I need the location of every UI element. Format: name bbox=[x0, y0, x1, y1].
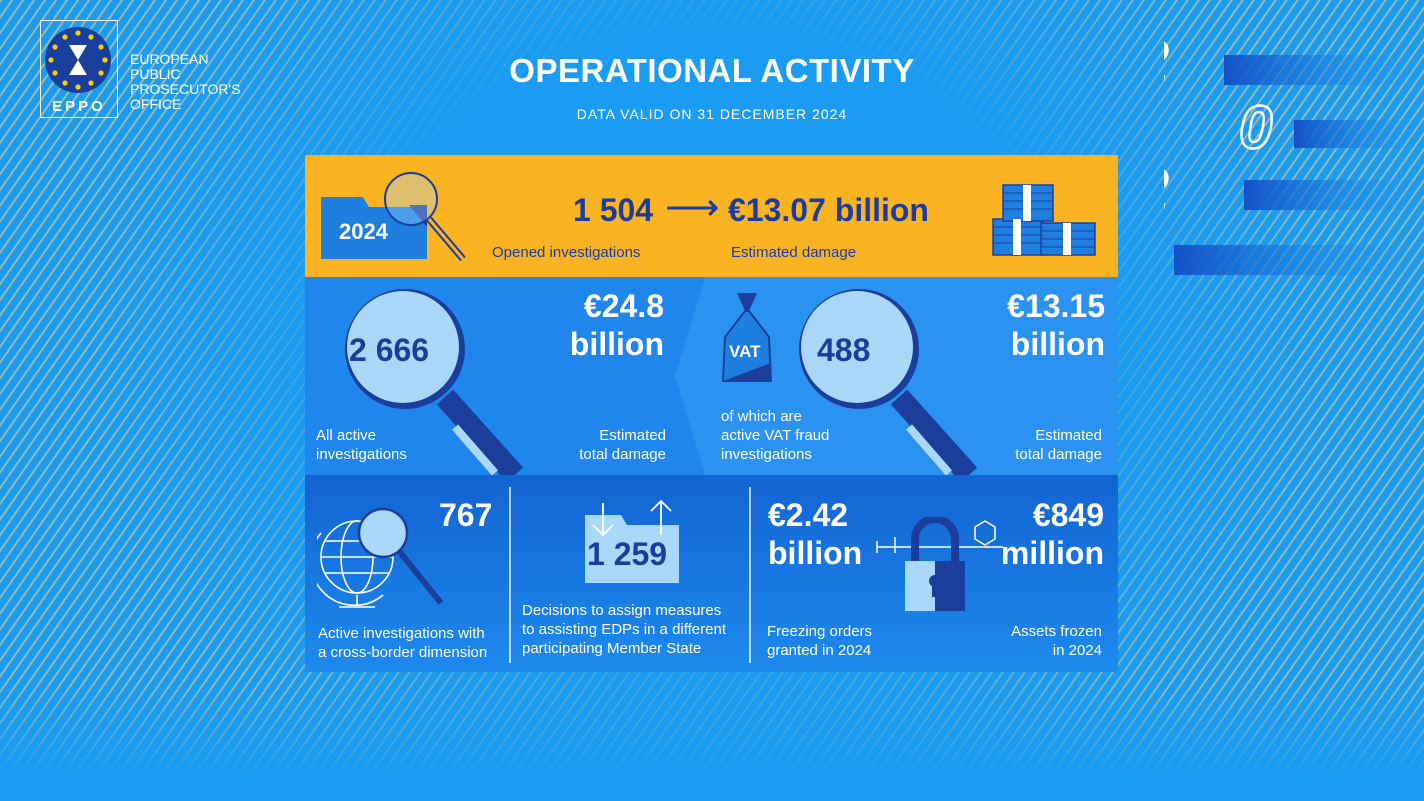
label-line: a cross-border dimension bbox=[318, 644, 488, 661]
decisions-label: Decisions to assign measures to assistin… bbox=[522, 601, 726, 658]
label-line: active VAT fraud bbox=[721, 427, 830, 444]
active-investigations-label: All active investigations bbox=[316, 426, 407, 464]
label-line: total damage bbox=[1015, 446, 1102, 463]
opened-investigations-label: Opened investigations bbox=[492, 244, 641, 261]
logo-emblem: EPPO bbox=[40, 20, 118, 118]
label-line: Estimated bbox=[599, 427, 666, 444]
value-line: billion bbox=[569, 326, 664, 362]
label-line: Active investigations with bbox=[318, 625, 485, 642]
vat-damage-value: €13.15 billion bbox=[1007, 287, 1105, 363]
logo-line: PUBLIC bbox=[130, 66, 181, 82]
value-line: million bbox=[1000, 535, 1104, 571]
arrow-right-icon: ⟶ bbox=[665, 187, 720, 229]
padlock-icon bbox=[876, 517, 1003, 611]
value-line: €2.42 bbox=[768, 497, 849, 533]
label-line: All active bbox=[316, 427, 377, 444]
freezing-orders-label: Freezing orders granted in 2024 bbox=[767, 622, 872, 660]
year-decoration: 2 0 2 4 bbox=[1164, 28, 1424, 275]
active-investigations-value: 2 666 bbox=[349, 332, 430, 368]
value-line: €24.8 bbox=[583, 288, 664, 324]
logo-text: EUROPEAN PUBLIC PROSECUTOR'S OFFICE bbox=[130, 52, 241, 112]
assets-frozen-label: Assets frozen in 2024 bbox=[1011, 622, 1102, 660]
total-damage-value: €24.8 billion bbox=[570, 287, 664, 363]
divider bbox=[749, 487, 751, 663]
eppo-logo: EPPO EUROPEAN PUBLIC PROSECUTOR'S OFFICE bbox=[40, 20, 260, 120]
money-stack-icon bbox=[992, 184, 1096, 256]
page-title: OPERATIONAL ACTIVITY bbox=[509, 52, 915, 89]
year-digit: 2 bbox=[1164, 156, 1169, 223]
vat-fraud-value: 488 bbox=[817, 332, 871, 368]
label-line: to assisting EDPs in a different bbox=[522, 621, 726, 638]
vat-bag-label: VAT bbox=[729, 342, 761, 361]
logo-line: PROSECUTOR'S bbox=[130, 81, 241, 97]
logo-abbr: EPPO bbox=[52, 98, 106, 115]
decisions-value: 1 259 bbox=[587, 536, 668, 572]
folder-magnifier-icon bbox=[321, 172, 466, 262]
value-line: €13.15 bbox=[1007, 288, 1105, 324]
page-subtitle: DATA VALID ON 31 DECEMBER 2024 bbox=[576, 106, 848, 122]
estimated-damage-value: €13.07 billion bbox=[728, 192, 929, 228]
total-damage-label: Estimated total damage bbox=[579, 426, 666, 464]
stats-panel: 2024 1 504 ⟶ €13.07 billion Opened inves… bbox=[305, 155, 1118, 672]
year-digit: 0 bbox=[1239, 94, 1272, 161]
label-line: Assets frozen bbox=[1011, 623, 1102, 640]
label-line: investigations bbox=[316, 446, 407, 463]
opened-investigations-value: 1 504 bbox=[573, 192, 654, 228]
label-line: Estimated bbox=[1035, 427, 1102, 444]
value-line: billion bbox=[1010, 326, 1105, 362]
cross-border-value: 767 bbox=[439, 497, 493, 533]
eu-stars-icon bbox=[45, 27, 111, 93]
folder-year-label: 2024 bbox=[339, 219, 388, 244]
year-digit: 2 bbox=[1164, 28, 1169, 95]
label-line: participating Member State bbox=[522, 640, 702, 657]
folder-transfer-icon bbox=[585, 499, 679, 583]
vat-fraud-label: of which are active VAT fraud investigat… bbox=[721, 407, 829, 464]
estimated-damage-label: Estimated damage bbox=[731, 244, 857, 261]
label-line: investigations bbox=[721, 446, 812, 463]
freezing-orders-value: €2.42 billion bbox=[768, 496, 862, 572]
row-opened-investigations: 2024 1 504 ⟶ €13.07 billion Opened inves… bbox=[305, 155, 1118, 277]
label-line: in 2024 bbox=[1052, 642, 1102, 659]
magnifier-icon bbox=[345, 289, 524, 477]
value-line: billion bbox=[768, 535, 863, 571]
vat-damage-label: Estimated total damage bbox=[1015, 426, 1102, 464]
logo-line: EUROPEAN bbox=[130, 51, 209, 67]
label-line: total damage bbox=[579, 446, 666, 463]
label-line: Freezing orders bbox=[767, 623, 873, 640]
value-line: €849 bbox=[1032, 497, 1104, 533]
label-line: granted in 2024 bbox=[767, 642, 872, 659]
row-measures bbox=[305, 475, 1118, 672]
background-fade bbox=[0, 681, 1424, 801]
globe-magnifier-icon bbox=[317, 507, 444, 608]
logo-line: OFFICE bbox=[130, 96, 182, 112]
label-line: Decisions to assign measures bbox=[522, 602, 722, 619]
magnifier-icon bbox=[799, 289, 978, 477]
cross-border-label: Active investigations with a cross-borde… bbox=[318, 624, 487, 662]
assets-frozen-value: €849 million bbox=[1001, 496, 1104, 572]
divider bbox=[509, 487, 511, 663]
label-line: of which are bbox=[721, 408, 802, 425]
vat-bag-icon bbox=[721, 293, 773, 382]
